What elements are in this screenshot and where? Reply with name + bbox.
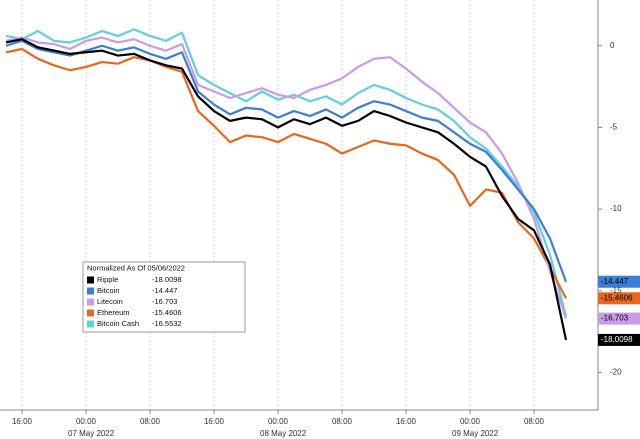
legend-name: Bitcoin — [97, 286, 120, 295]
value-tag-label: -15.4606 — [601, 293, 633, 302]
value-tag-label: -14.447 — [601, 277, 629, 286]
legend-swatch — [87, 298, 94, 306]
legend-swatch — [87, 309, 94, 317]
legend-name: Ethereum — [97, 308, 130, 317]
x-tick-label: 16:00 — [12, 417, 33, 426]
legend-name: Litecoin — [97, 297, 123, 306]
x-tick-label: 16:00 — [396, 417, 417, 426]
legend-swatch — [87, 320, 94, 328]
legend-title: Normalized As Of 05/06/2022 — [87, 263, 185, 272]
x-tick-label: 16:00 — [204, 417, 225, 426]
date-label: 09 May 2022 — [452, 429, 499, 438]
value-tag — [598, 312, 640, 325]
legend-value: -16.5532 — [152, 319, 182, 328]
y-tick-label: 0 — [610, 41, 615, 50]
x-tick-label: 08:00 — [332, 417, 353, 426]
date-label: 07 May 2022 — [68, 429, 115, 438]
series-line — [5, 38, 568, 341]
x-tick-label: 00:00 — [460, 417, 481, 426]
value-tag-label: -16.703 — [601, 314, 629, 323]
legend-box — [82, 261, 246, 333]
tags: -18.0098 -14.447 -16.703 -15.4606 — [598, 275, 640, 346]
legend-name: Bitcoin Cash — [97, 319, 139, 328]
legend-swatch — [87, 276, 94, 284]
y-tick-label: -10 — [610, 204, 622, 213]
legend-value: -15.4606 — [152, 308, 182, 317]
legend-value: -18.0098 — [152, 275, 182, 284]
x-tick-label: 00:00 — [268, 417, 289, 426]
value-tag-label: -18.0098 — [601, 335, 633, 344]
date-label: 08 May 2022 — [260, 429, 307, 438]
value-tag — [598, 292, 640, 305]
y-tick-label: -20 — [610, 368, 622, 377]
legend-value: -16.703 — [152, 297, 177, 306]
value-tag — [598, 275, 640, 288]
grid — [21, 0, 602, 414]
series-line — [5, 39, 568, 283]
legend-value: -14.447 — [152, 286, 177, 295]
x-tick-label: 08:00 — [524, 417, 545, 426]
lines — [5, 28, 568, 341]
series-line — [5, 47, 567, 299]
x-tick-label: 00:00 — [76, 417, 97, 426]
value-tag — [598, 333, 640, 346]
legend: Normalized As Of 05/06/2022 Ripple -18.00… — [82, 261, 246, 333]
legend-name: Ripple — [97, 275, 118, 284]
x-tick-label: 08:00 — [140, 417, 161, 426]
y-tick-label: -15 — [610, 286, 622, 295]
series-line — [5, 36, 568, 319]
y-tick-label: -5 — [610, 123, 618, 132]
legend-swatch — [87, 287, 94, 295]
